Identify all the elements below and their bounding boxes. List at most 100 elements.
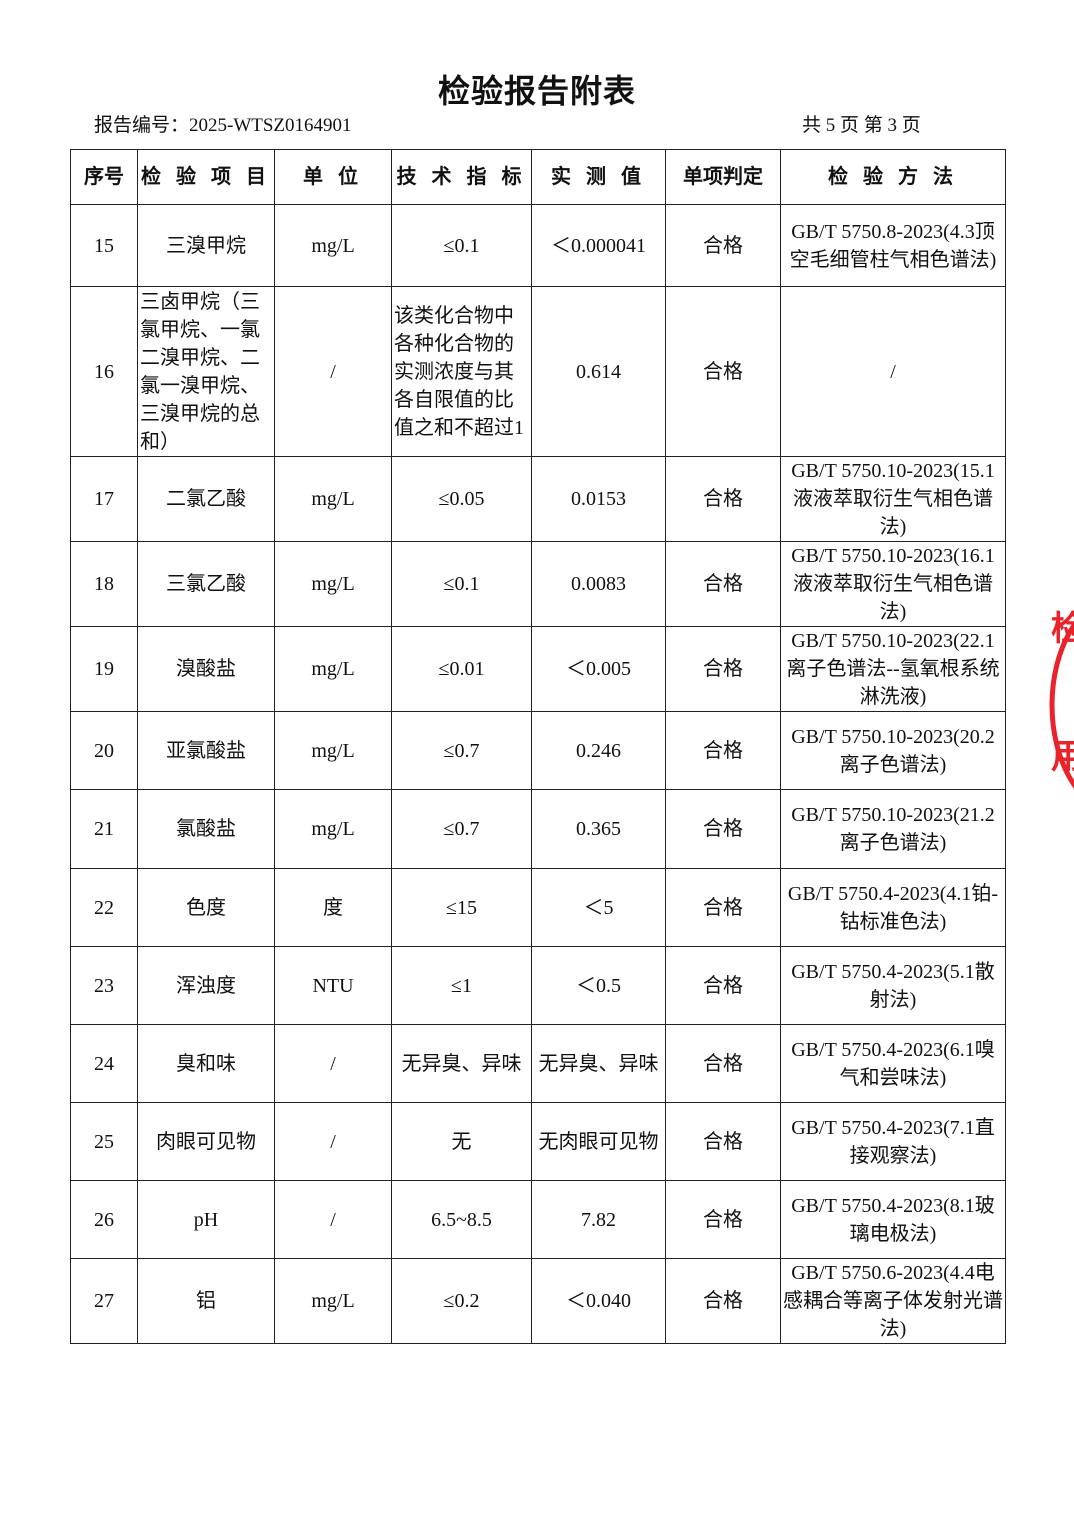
cell-standard: 无 (391, 1102, 532, 1181)
cell-item: 三氯乙酸 (137, 541, 275, 627)
table-header-row: 序号检 验 项 目单 位技 术 指 标实 测 值单项判定检 验 方 法 (70, 149, 1006, 205)
cell-unit: mg/L (274, 541, 392, 627)
cell-standard: ≤15 (391, 868, 532, 947)
cell-method: GB/T 5750.8-2023(4.3顶空毛细管柱气相色谱法) (780, 204, 1006, 287)
cell-judgement: 合格 (665, 204, 781, 287)
cell-seq: 19 (70, 626, 138, 712)
cell-unit: mg/L (274, 204, 392, 287)
cell-measured: 0.246 (531, 711, 666, 790)
cell-standard: 6.5~8.5 (391, 1180, 532, 1259)
cell-judgement: 合格 (665, 789, 781, 869)
cell-judgement: 合格 (665, 541, 781, 627)
cell-measured: 无肉眼可见物 (531, 1102, 666, 1181)
cell-judgement: 合格 (665, 946, 781, 1025)
cell-measured: ＜0.000041 (531, 204, 666, 287)
cell-seq: 21 (70, 789, 138, 869)
table-row: 20 亚氯酸盐 mg/L ≤0.7 0.246 合格 GB/T 5750.10-2023(2… (70, 711, 1006, 790)
cell-standard: ≤0.1 (391, 541, 532, 627)
cell-standard: ≤0.01 (391, 626, 532, 712)
cell-item: 铝 (137, 1258, 275, 1344)
stamp-ring (1049, 621, 1074, 789)
cell-measured: 0.365 (531, 789, 666, 869)
table-row: 27 铝 mg/L ≤0.2 ＜0.040 合格 GB/T 5750.6-2023(4.4电… (70, 1258, 1006, 1344)
cell-seq: 18 (70, 541, 138, 627)
cell-seq: 15 (70, 204, 138, 287)
cell-unit: / (274, 286, 392, 457)
cell-method: / (780, 286, 1006, 457)
report-number: 报告编号：2025-WTSZ0164901 (94, 115, 352, 136)
cell-measured: 0.614 (531, 286, 666, 457)
cell-unit: / (274, 1180, 392, 1259)
table-row: 15 三溴甲烷 mg/L ≤0.1 ＜0.000041 合格 GB/T 5750.8-202… (70, 204, 1006, 287)
cell-item: 色度 (137, 868, 275, 947)
cell-judgement: 合格 (665, 286, 781, 457)
cell-item: 溴酸盐 (137, 626, 275, 712)
red-seal-stamp: 检 用 (1049, 609, 1074, 789)
header-unit: 单 位 (274, 149, 392, 205)
cell-method: GB/T 5750.10-2023(22.1离子色谱法--氢氧根系统淋洗液) (780, 626, 1006, 712)
cell-seq: 27 (70, 1258, 138, 1344)
cell-measured: ＜5 (531, 868, 666, 947)
cell-unit: mg/L (274, 1258, 392, 1344)
cell-judgement: 合格 (665, 1102, 781, 1181)
cell-standard: ≤1 (391, 946, 532, 1025)
cell-seq: 22 (70, 868, 138, 947)
cell-measured: 7.82 (531, 1180, 666, 1259)
cell-item: 浑浊度 (137, 946, 275, 1025)
cell-method: GB/T 5750.4-2023(7.1直接观察法) (780, 1102, 1006, 1181)
cell-standard: ≤0.7 (391, 789, 532, 869)
table-row: 18 三氯乙酸 mg/L ≤0.1 0.0083 合格 GB/T 5750.10-2023(… (70, 541, 1006, 627)
cell-unit: / (274, 1102, 392, 1181)
cell-method: GB/T 5750.10-2023(20.2离子色谱法) (780, 711, 1006, 790)
cell-item: 三卤甲烷（三氯甲烷、一氯二溴甲烷、二氯一溴甲烷、三溴甲烷的总和） (137, 286, 275, 457)
cell-measured: 0.0083 (531, 541, 666, 627)
cell-seq: 16 (70, 286, 138, 457)
table-row: 25 肉眼可见物 / 无无肉眼可见物 合格 GB/T 5750.4-2023(7.1直接观… (70, 1102, 1006, 1181)
table-row: 23 浑浊度 NTU ≤1 ＜0.5 合格 GB/T 5750.4-2023(5.1散射法) (70, 946, 1006, 1025)
cell-method: GB/T 5750.4-2023(4.1铂-钴标准色法) (780, 868, 1006, 947)
table-row: 16 三卤甲烷（三氯甲烷、一氯二溴甲烷、二氯一溴甲烷、三溴甲烷的总和） / 该类化合物… (70, 286, 1006, 457)
cell-seq: 24 (70, 1024, 138, 1103)
cell-judgement: 合格 (665, 1024, 781, 1103)
stamp-char-bottom: 用 (1051, 739, 1074, 776)
header-measured: 实 测 值 (531, 149, 666, 205)
cell-method: GB/T 5750.4-2023(5.1散射法) (780, 946, 1006, 1025)
cell-unit: NTU (274, 946, 392, 1025)
table-row: 22 色度度 ≤15 ＜5 合格 GB/T 5750.4-2023(4.1铂-钴标准色法) (70, 868, 1006, 947)
cell-item: 肉眼可见物 (137, 1102, 275, 1181)
cell-method: GB/T 5750.10-2023(21.2离子色谱法) (780, 789, 1006, 869)
cell-method: GB/T 5750.10-2023(16.1液液萃取衍生气相色谱法) (780, 541, 1006, 627)
cell-method: GB/T 5750.10-2023(15.1液液萃取衍生气相色谱法) (780, 456, 1006, 542)
header-method: 检 验 方 法 (780, 149, 1006, 205)
cell-measured: ＜0.5 (531, 946, 666, 1025)
cell-item: 二氯乙酸 (137, 456, 275, 542)
cell-unit: mg/L (274, 789, 392, 869)
cell-unit: / (274, 1024, 392, 1103)
table-row: 26 pH/6.5~8.5 7.82 合格 GB/T 5750.4-2023(8.1玻璃… (70, 1180, 1006, 1259)
cell-judgement: 合格 (665, 1180, 781, 1259)
cell-method: GB/T 5750.6-2023(4.4电感耦合等离子体发射光谱法) (780, 1258, 1006, 1344)
cell-judgement: 合格 (665, 1258, 781, 1344)
cell-standard: ≤0.7 (391, 711, 532, 790)
cell-seq: 26 (70, 1180, 138, 1259)
cell-seq: 25 (70, 1102, 138, 1181)
cell-item: pH (137, 1180, 275, 1259)
cell-item: 臭和味 (137, 1024, 275, 1103)
page-indicator: 共 5 页 第 3 页 (802, 115, 921, 136)
header-standard: 技 术 指 标 (391, 149, 532, 205)
cell-standard: ≤0.2 (391, 1258, 532, 1344)
cell-judgement: 合格 (665, 868, 781, 947)
cell-item: 氯酸盐 (137, 789, 275, 869)
cell-unit: mg/L (274, 626, 392, 712)
table-row: 24 臭和味 / 无异臭、异味 无异臭、异味 合格 GB/T 5750.4-2023(6.1… (70, 1024, 1006, 1103)
header-judgement: 单项判定 (665, 149, 781, 205)
cell-method: GB/T 5750.4-2023(6.1嗅气和尝味法) (780, 1024, 1006, 1103)
cell-standard: ≤0.05 (391, 456, 532, 542)
cell-method: GB/T 5750.4-2023(8.1玻璃电极法) (780, 1180, 1006, 1259)
table-row: 19 溴酸盐 mg/L ≤0.01 ＜0.005 合格 GB/T 5750.10-2023(… (70, 626, 1006, 712)
cell-judgement: 合格 (665, 626, 781, 712)
table-row: 21 氯酸盐 mg/L ≤0.7 0.365 合格 GB/T 5750.10-2023(21… (70, 789, 1006, 869)
cell-measured: ＜0.040 (531, 1258, 666, 1344)
cell-item: 亚氯酸盐 (137, 711, 275, 790)
cell-unit: mg/L (274, 456, 392, 542)
